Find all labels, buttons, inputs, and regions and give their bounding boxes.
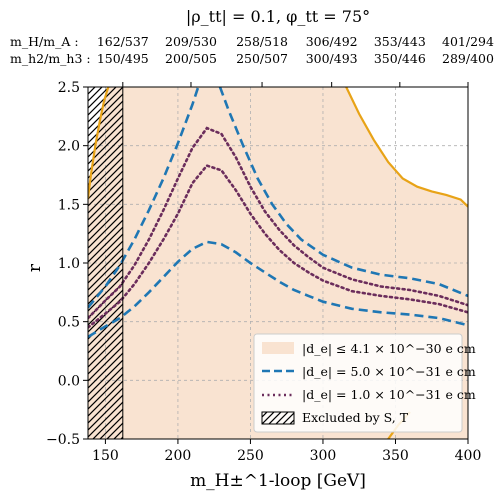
boundary-curve-upper-left	[88, 87, 110, 199]
excluded-region	[88, 87, 123, 439]
y-axis-label: r	[25, 263, 45, 272]
dashed-curve-upper	[88, 87, 200, 309]
x-axis-label: m_H±^1-loop [GeV]	[190, 471, 366, 491]
top-tick-row2-5: 289/400	[442, 51, 494, 66]
top-tick-row2-0: 150/495	[97, 51, 149, 66]
top-tick-row2-1: 200/505	[165, 51, 217, 66]
x-tick-label-0: 150	[92, 448, 119, 464]
legend-swatch-excluded	[261, 411, 295, 425]
y-tick-label-5: 2.0	[58, 139, 80, 155]
top-axis-row1-label: m_H/m_A :	[10, 34, 79, 49]
y-tick-label-6: 2.5	[58, 80, 80, 96]
boundary-curve-upper-right	[345, 87, 468, 208]
top-tick-row1-0: 162/537	[97, 34, 149, 49]
y-axis-ticks: −0.5 0.0 0.5 1.0 1.5 2.0 2.5	[46, 80, 88, 448]
x-tick-label-1: 200	[165, 448, 192, 464]
dotted-curve-lower	[88, 164, 468, 329]
x-axis-ticks: 150 200 250 300 350 400	[92, 439, 481, 464]
y-tick-label-2: 0.5	[58, 315, 80, 331]
legend-label-dashed: |d_e| = 5.0 × 10^−31 e cm	[302, 364, 476, 379]
top-tick-row1-3: 306/492	[306, 34, 358, 49]
chart-title: |ρ_tt| = 0.1, φ_tt = 75°	[186, 7, 370, 26]
y-tick-label-0: −0.5	[46, 432, 80, 448]
y-tick-label-3: 1.0	[58, 256, 80, 272]
y-tick-label-1: 0.0	[58, 373, 80, 389]
x-tick-label-4: 350	[382, 448, 409, 464]
top-tick-row1-1: 209/530	[165, 34, 217, 49]
dashed-curve-upper-right	[218, 87, 468, 298]
dashed-curve-lower	[88, 240, 468, 339]
top-axis-ticks: 162/537 150/495 209/530 200/505 258/518 250/5…	[97, 34, 494, 87]
top-tick-row1-2: 258/518	[236, 34, 288, 49]
top-axis-row2-label: m_h2/m_h3 :	[10, 51, 91, 66]
legend-label-dotted: |d_e| = 1.0 × 10^−31 e cm	[302, 387, 476, 402]
legend-label-excluded: Excluded by S, T	[302, 410, 409, 425]
y-tick-label-4: 1.5	[58, 197, 80, 213]
series-layer	[88, 87, 468, 439]
x-tick-label-2: 250	[237, 448, 264, 464]
x-tick-label-5: 400	[455, 448, 482, 464]
top-tick-row2-3: 300/493	[306, 51, 358, 66]
top-tick-row1-5: 401/294	[442, 34, 494, 49]
x-tick-label-3: 300	[310, 448, 337, 464]
top-tick-row2-4: 350/446	[374, 51, 426, 66]
legend: |d_e| ≤ 4.1 × 10^−30 e cm |d_e| = 5.0 × …	[253, 333, 476, 433]
legend-box	[253, 333, 463, 433]
dotted-curve-upper	[88, 126, 468, 320]
top-tick-row1-4: 353/443	[374, 34, 426, 49]
legend-label-allowed: |d_e| ≤ 4.1 × 10^−30 e cm	[302, 341, 476, 356]
legend-swatch-allowed	[262, 342, 294, 354]
top-tick-row2-2: 250/507	[236, 51, 288, 66]
